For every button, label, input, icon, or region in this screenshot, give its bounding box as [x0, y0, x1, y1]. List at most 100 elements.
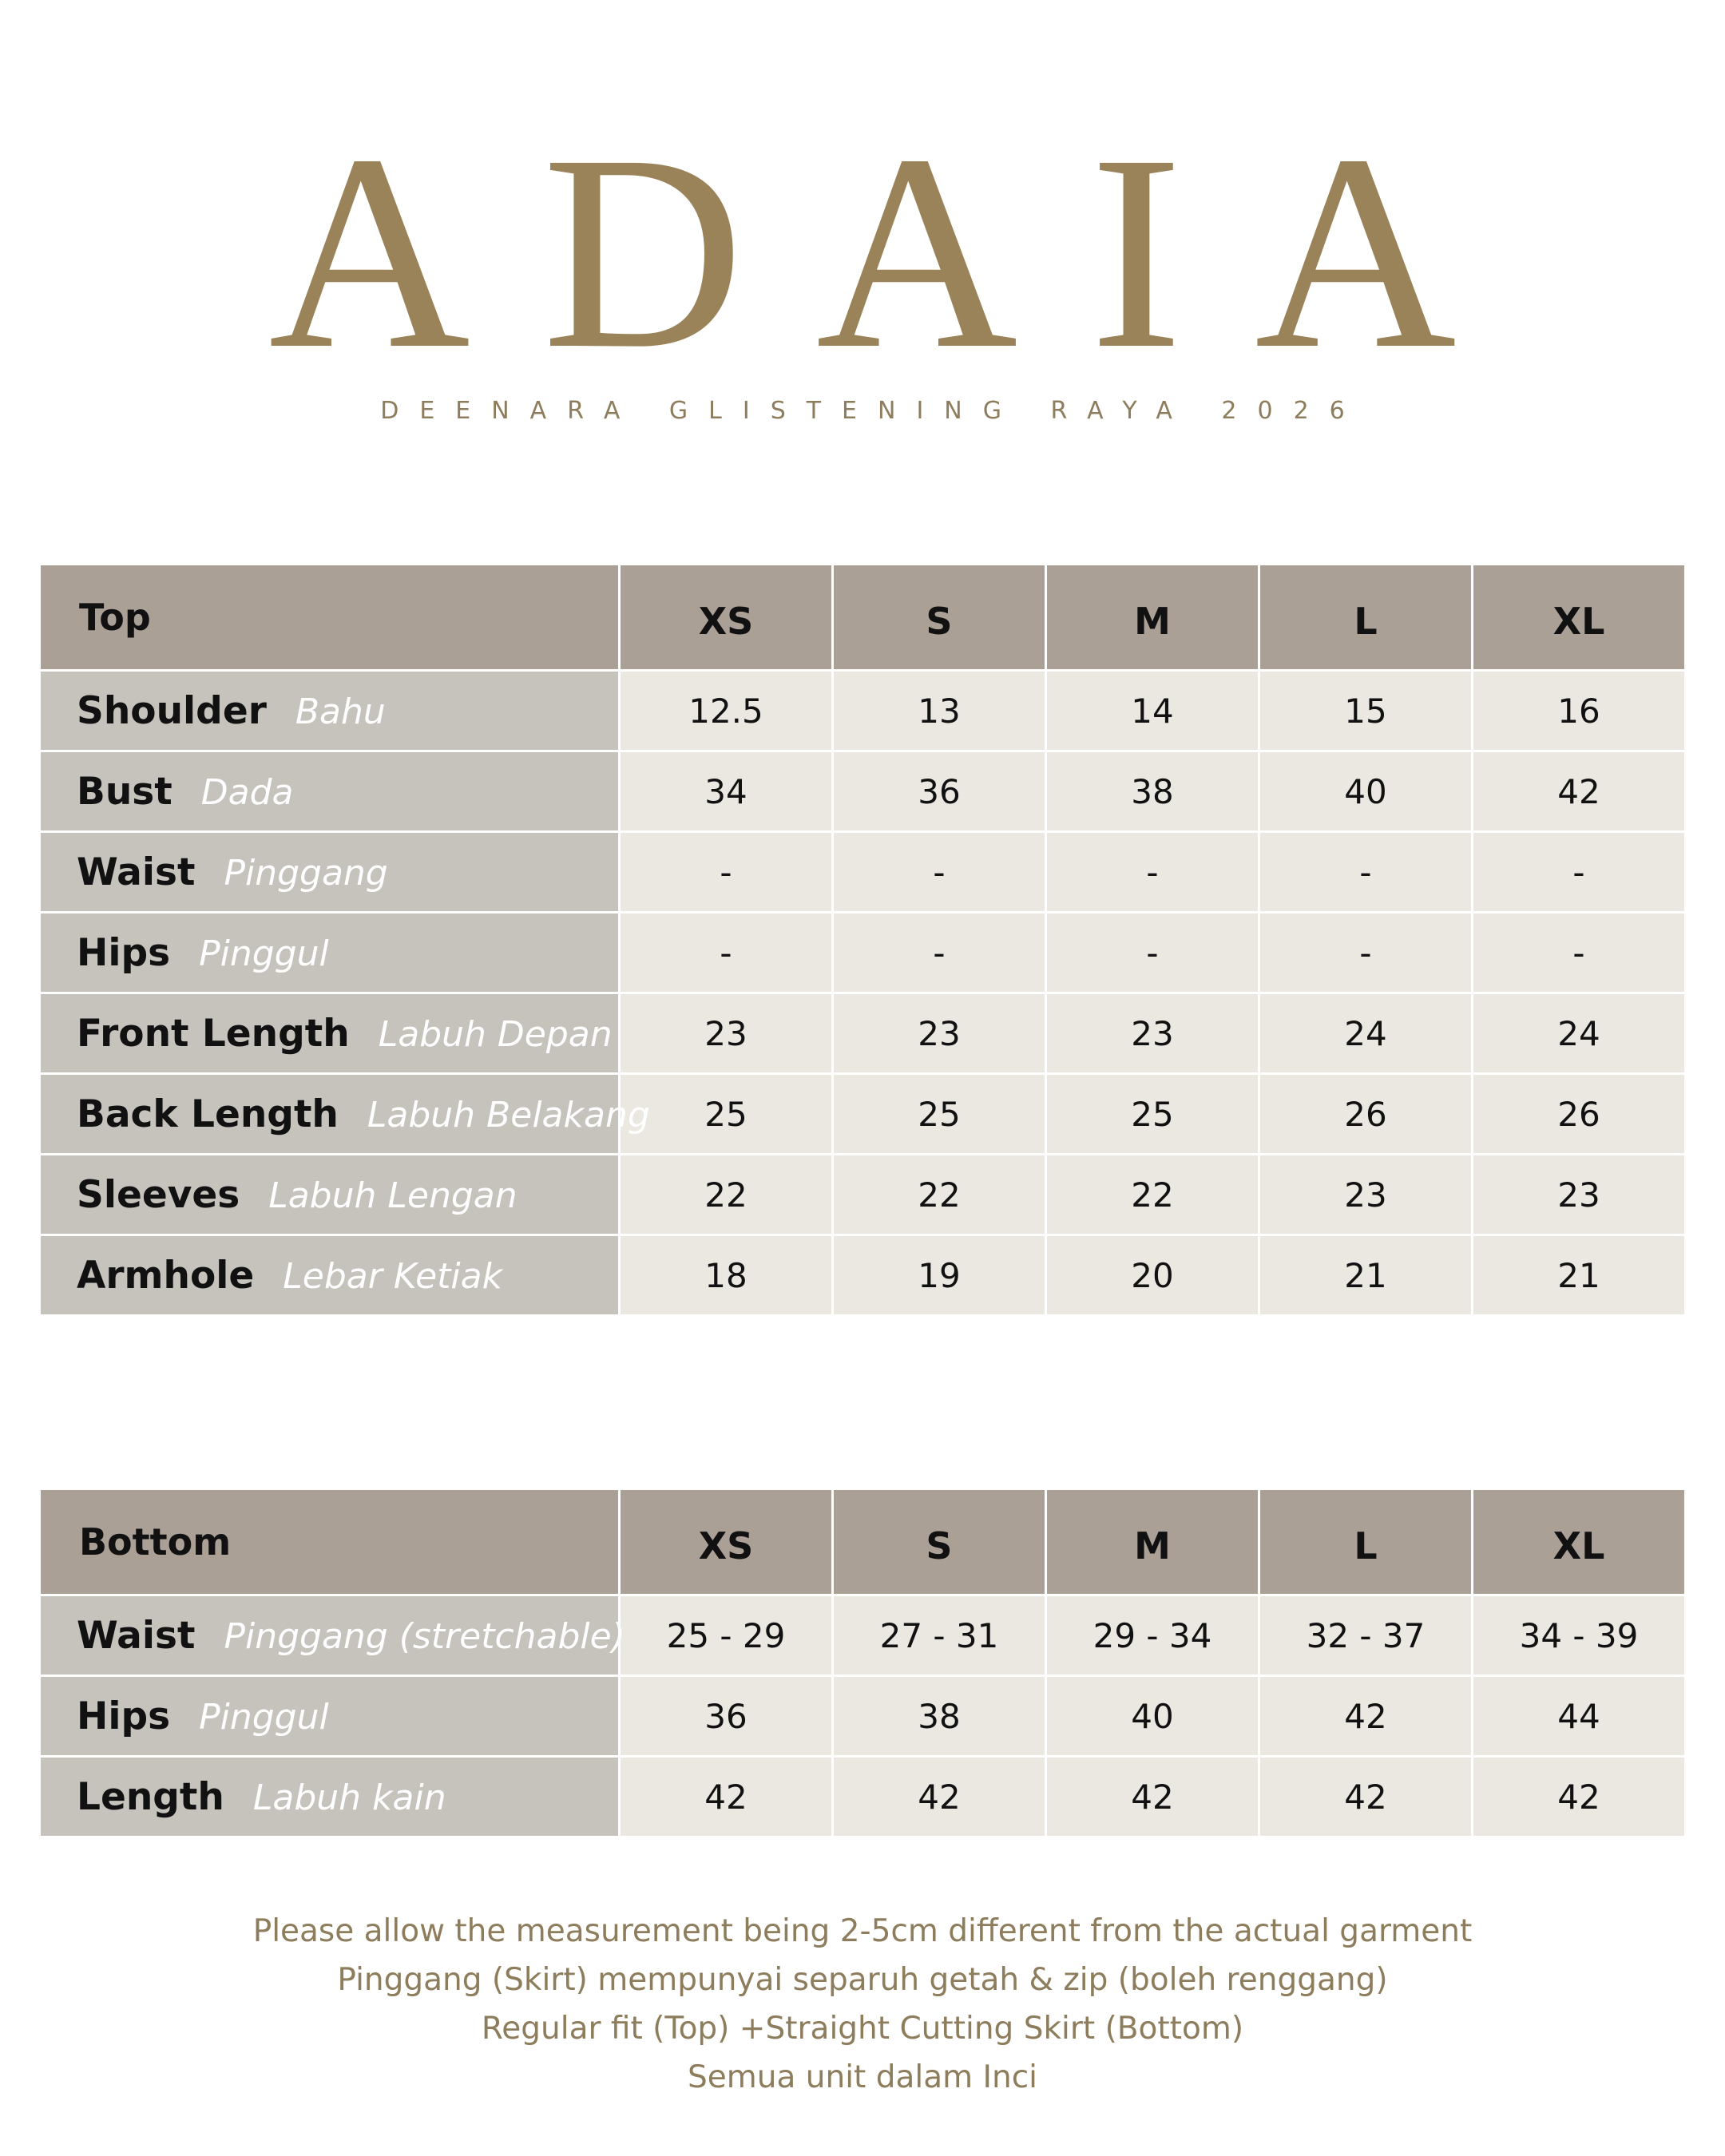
- row-label: Hips Pinggul: [38, 911, 621, 994]
- cell: 16: [1471, 669, 1687, 752]
- cell: 19: [831, 1234, 1047, 1317]
- cell: -: [618, 911, 834, 994]
- row: Armhole Lebar Ketiak 18 19 20 21 21: [38, 1234, 1687, 1317]
- cell: -: [1471, 830, 1687, 914]
- size-header: L: [1258, 1488, 1473, 1596]
- label-ms: Labuh Lengan: [268, 1175, 518, 1216]
- label-en: Hips: [77, 930, 171, 975]
- cell: 22: [618, 1153, 834, 1236]
- cell: 25: [618, 1072, 834, 1155]
- label-en: Length: [77, 1774, 224, 1819]
- label-en: Front Length: [77, 1011, 350, 1056]
- cell: 42: [1471, 750, 1687, 833]
- cell: 25: [1045, 1072, 1260, 1155]
- cell: 24: [1471, 992, 1687, 1075]
- cell: 44: [1471, 1674, 1687, 1758]
- cell: 40: [1045, 1674, 1260, 1758]
- size-table: Bottom XS S M L XL Waist Pinggang (stretchable)…: [38, 1488, 1687, 1838]
- label-ms: Labuh kain: [252, 1777, 446, 1818]
- cell: 36: [618, 1674, 834, 1758]
- cell: 25: [831, 1072, 1047, 1155]
- cell: 22: [1045, 1153, 1260, 1236]
- row-label: Front Length Labuh Depan: [38, 992, 621, 1075]
- label-ms: Labuh Belakang: [367, 1094, 650, 1135]
- cell: 22: [831, 1153, 1047, 1236]
- header-row: Top XS S M L XL: [38, 563, 1687, 672]
- size-header: L: [1258, 563, 1473, 672]
- cell: 24: [1258, 992, 1473, 1075]
- cell: -: [1258, 830, 1473, 914]
- cell: 15: [1258, 669, 1473, 752]
- row: Hips Pinggul 36 38 40 42 44: [38, 1674, 1687, 1758]
- size-header: M: [1045, 1488, 1260, 1596]
- row-label: Armhole Lebar Ketiak: [38, 1234, 621, 1317]
- size-header: XL: [1471, 1488, 1687, 1596]
- label-en: Shoulder: [77, 688, 267, 733]
- row: Bust Dada 34 36 38 40 42: [38, 750, 1687, 833]
- size-header: S: [831, 1488, 1047, 1596]
- cell: 32 - 37: [1258, 1594, 1473, 1677]
- cell: 21: [1471, 1234, 1687, 1317]
- row-label: Waist Pinggang: [38, 830, 621, 914]
- cell: 38: [831, 1674, 1047, 1758]
- cell: 23: [1258, 1153, 1473, 1236]
- cell: 42: [1258, 1755, 1473, 1838]
- size-table: Top XS S M L XL Shoulder Bahu 12.5 13 14 15 16 Bust Da…: [38, 563, 1687, 1317]
- row-label: Sleeves Labuh Lengan: [38, 1153, 621, 1236]
- row: Back Length Labuh Belakang 25 25 25 26 26: [38, 1072, 1687, 1155]
- cell: 12.5: [618, 669, 834, 752]
- cell: 42: [1045, 1755, 1260, 1838]
- note: Semua unit dalam Inci: [688, 2059, 1037, 2095]
- cell: 18: [618, 1234, 834, 1317]
- brand-subtitle: DEENARA GLISTENING RAYA 2026: [380, 397, 1366, 425]
- cell: 34: [618, 750, 834, 833]
- cell: -: [1045, 830, 1260, 914]
- cell: -: [1258, 911, 1473, 994]
- row: Waist Pinggang - - - - -: [38, 830, 1687, 914]
- cell: 27 - 31: [831, 1594, 1047, 1677]
- size-header: XS: [618, 1488, 834, 1596]
- row-label: Bust Dada: [38, 750, 621, 833]
- label-ms: Pinggul: [199, 1696, 329, 1738]
- cell: -: [618, 830, 834, 914]
- cell: 34 - 39: [1471, 1594, 1687, 1677]
- cell: 42: [618, 1755, 834, 1838]
- note: Regular fit (Top) +Straight Cutting Skir…: [481, 2011, 1244, 2047]
- cell: 29 - 34: [1045, 1594, 1260, 1677]
- cell: 36: [831, 750, 1047, 833]
- size-header: M: [1045, 563, 1260, 672]
- label-ms: Lebar Ketiak: [283, 1255, 503, 1297]
- label-en: Armhole: [77, 1253, 255, 1298]
- row: Front Length Labuh Depan 23 23 23 24 24: [38, 992, 1687, 1075]
- cell: 42: [1471, 1755, 1687, 1838]
- table-header: Top: [38, 563, 621, 672]
- row: Hips Pinggul - - - - -: [38, 911, 1687, 994]
- label-ms: Pinggang: [224, 852, 388, 894]
- row: Length Labuh kain 42 42 42 42 42: [38, 1755, 1687, 1838]
- cell: 13: [831, 669, 1047, 752]
- cell: 23: [618, 992, 834, 1075]
- label-ms: Pinggul: [199, 933, 329, 974]
- cell: 20: [1045, 1234, 1260, 1317]
- size-header: XL: [1471, 563, 1687, 672]
- header-row: Bottom XS S M L XL: [38, 1488, 1687, 1596]
- label-ms: Labuh Depan: [378, 1013, 613, 1055]
- row-label: Back Length Labuh Belakang: [38, 1072, 650, 1155]
- label-en: Waist: [77, 1613, 196, 1658]
- cell: 23: [1045, 992, 1260, 1075]
- notes: Please allow the measurement being 2-5cm…: [0, 1907, 1725, 2102]
- label-ms: Bahu: [295, 691, 386, 732]
- cell: 25 - 29: [618, 1594, 834, 1677]
- row: Waist Pinggang (stretchable) 25 - 29 27 - 3…: [38, 1594, 1687, 1677]
- label-en: Waist: [77, 850, 196, 894]
- row: Shoulder Bahu 12.5 13 14 15 16: [38, 669, 1687, 752]
- cell: -: [831, 911, 1047, 994]
- cell: -: [1045, 911, 1260, 994]
- cell: 14: [1045, 669, 1260, 752]
- cell: 42: [831, 1755, 1047, 1838]
- size-header: XS: [618, 563, 834, 672]
- label-en: Bust: [77, 769, 172, 814]
- cell: 21: [1258, 1234, 1473, 1317]
- cell: 42: [1258, 1674, 1473, 1758]
